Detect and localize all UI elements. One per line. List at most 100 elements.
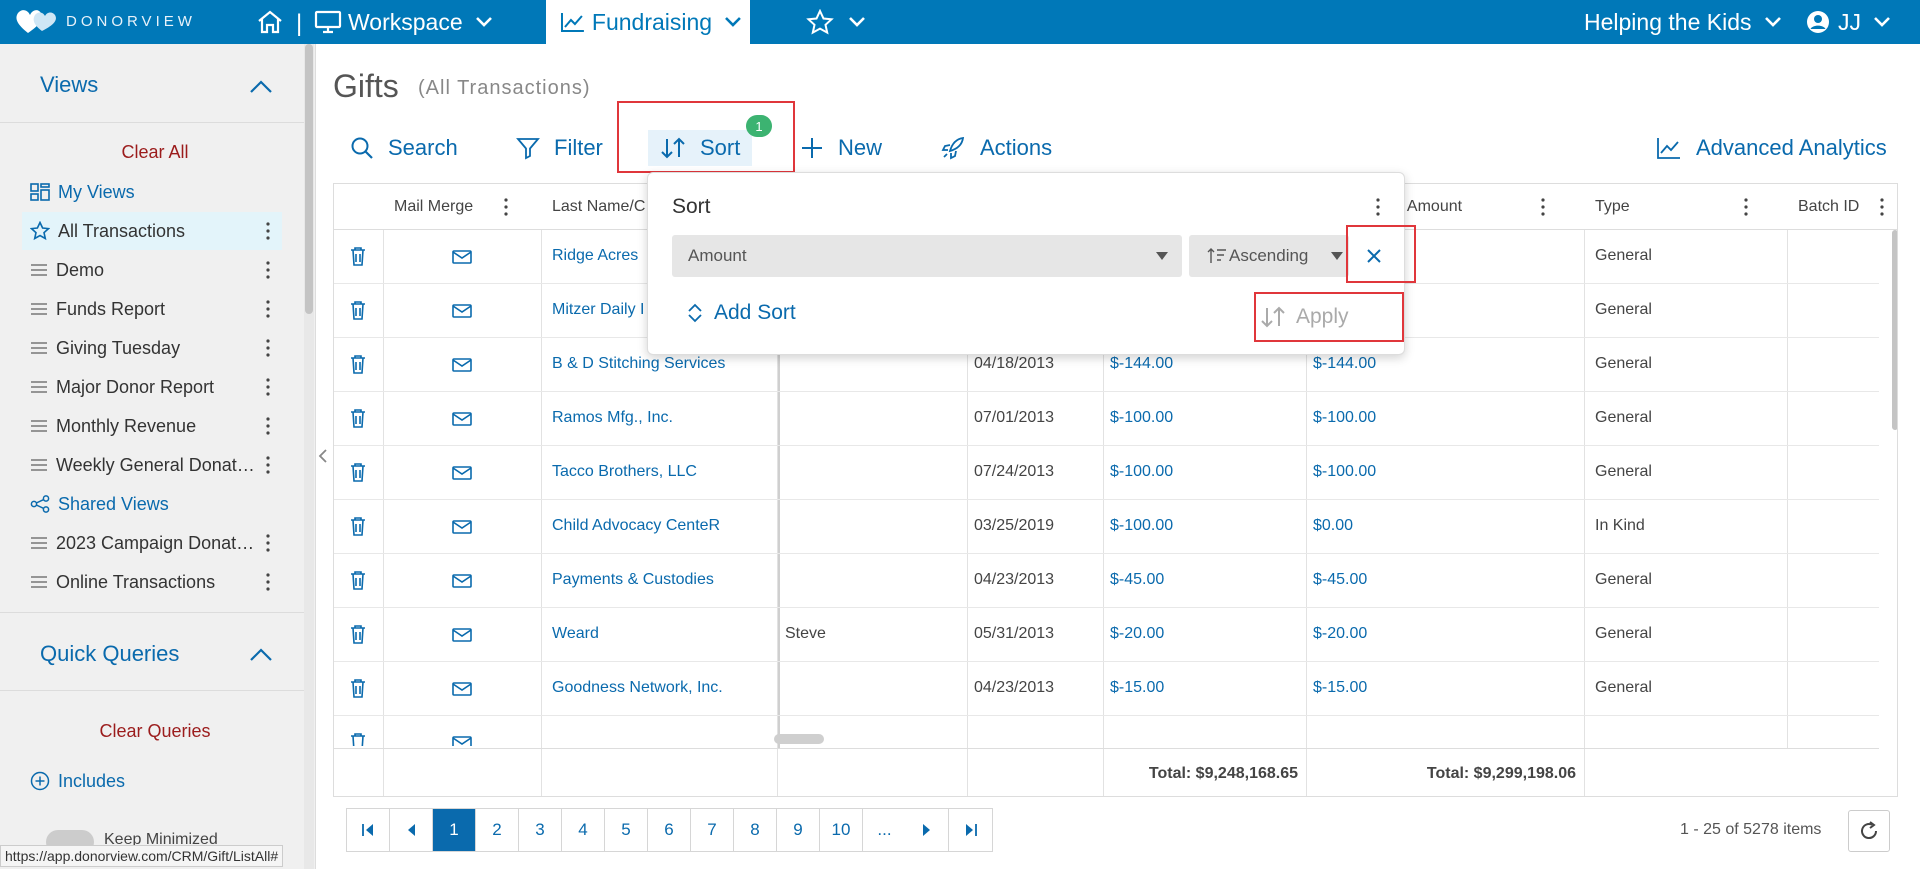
- more-vertical-icon[interactable]: [266, 299, 270, 319]
- advanced-analytics-button[interactable]: Advanced Analytics: [1656, 130, 1887, 166]
- cell-last-name[interactable]: Weard: [552, 625, 599, 642]
- mail-icon[interactable]: [452, 628, 472, 642]
- more-vertical-icon[interactable]: [266, 260, 270, 280]
- new-button[interactable]: New: [800, 130, 882, 166]
- trash-icon[interactable]: [349, 354, 367, 374]
- page-number-button[interactable]: 8: [734, 809, 777, 851]
- trash-icon[interactable]: [349, 408, 367, 428]
- cell-net-amount[interactable]: $-100.00: [1313, 409, 1377, 426]
- sidebar-item-monthly-revenue[interactable]: Monthly Revenue: [22, 407, 282, 445]
- grid-vertical-scrollbar[interactable]: [1892, 230, 1897, 430]
- mail-merge-button[interactable]: [452, 304, 472, 318]
- last-page-button[interactable]: [949, 809, 992, 851]
- table-row[interactable]: B & D Stitching Services 04/18/2013 $-144.…: [334, 338, 1879, 392]
- mail-icon[interactable]: [452, 520, 472, 534]
- user-menu[interactable]: JJ: [1806, 0, 1899, 44]
- trash-icon[interactable]: [349, 300, 367, 320]
- table-row[interactable]: Ramos Mfg., Inc. 07/01/2013 $-100.00 $-100.…: [334, 392, 1879, 446]
- sidebar-item-funds-report[interactable]: Funds Report: [22, 290, 282, 328]
- header-batch-id[interactable]: Batch ID: [1798, 198, 1860, 215]
- more-vertical-icon[interactable]: [266, 377, 270, 397]
- column-menu-icon[interactable]: [1744, 197, 1748, 217]
- organization-menu[interactable]: Helping the Kids: [1584, 0, 1790, 44]
- cell-amount[interactable]: $-20.00: [1110, 625, 1165, 642]
- mail-icon[interactable]: [452, 466, 472, 480]
- page-number-button[interactable]: 10: [820, 809, 863, 851]
- sort-order-select[interactable]: Ascending: [1189, 235, 1349, 277]
- delete-row-button[interactable]: [349, 300, 367, 320]
- cell-last-name[interactable]: Tacco Brothers, LLC: [552, 463, 697, 480]
- sidebar-item-all-transactions[interactable]: All Transactions: [22, 212, 282, 250]
- column-menu-icon[interactable]: [1541, 197, 1545, 217]
- trash-icon[interactable]: [349, 246, 367, 266]
- sort-button[interactable]: Sort: [648, 130, 753, 166]
- table-row[interactable]: Child Advocacy CenteR 03/25/2019 $-100.00 $…: [334, 500, 1879, 554]
- table-row[interactable]: Payments & Custodies 04/23/2013 $-45.00 $-4…: [334, 554, 1879, 608]
- sidebar-item-2023-campaign-donations[interactable]: 2023 Campaign Donations: [22, 524, 282, 562]
- column-menu-icon[interactable]: [1880, 197, 1884, 217]
- cell-last-name[interactable]: B & D Stitching Services: [552, 355, 726, 372]
- clear-all-link[interactable]: Clear All: [121, 142, 189, 162]
- table-row[interactable]: Weard Steve 05/31/2013 $-20.00 $-20.00 Genera…: [334, 608, 1879, 662]
- trash-icon[interactable]: [349, 570, 367, 590]
- sort-field-select[interactable]: Amount: [672, 235, 1182, 277]
- trash-icon[interactable]: [349, 624, 367, 644]
- trash-icon[interactable]: [349, 462, 367, 482]
- search-button[interactable]: Search: [350, 130, 458, 166]
- header-last-name[interactable]: Last Name/C: [552, 198, 646, 215]
- page-number-button[interactable]: 5: [605, 809, 648, 851]
- sidebar-item-my-views[interactable]: My Views: [22, 173, 282, 211]
- donorview-logo[interactable]: DONORVIEW: [14, 7, 196, 35]
- more-vertical-icon[interactable]: [266, 455, 270, 475]
- chevron-up-icon[interactable]: [248, 78, 274, 96]
- mail-merge-button[interactable]: [452, 520, 472, 534]
- sidebar-item-shared-views[interactable]: Shared Views: [22, 485, 282, 523]
- header-type[interactable]: Type: [1595, 198, 1630, 215]
- mail-icon[interactable]: [452, 736, 472, 746]
- workspace-menu[interactable]: Workspace: [314, 0, 501, 44]
- filter-button[interactable]: Filter: [516, 130, 603, 166]
- cell-amount[interactable]: $-144.00: [1110, 355, 1174, 372]
- cell-net-amount[interactable]: $-15.00: [1313, 679, 1368, 696]
- mail-merge-button[interactable]: [452, 682, 472, 696]
- mail-icon[interactable]: [452, 358, 472, 372]
- sidebar-item-major-donor-report[interactable]: Major Donor Report: [22, 368, 282, 406]
- page-number-button[interactable]: 2: [476, 809, 519, 851]
- actions-button[interactable]: Actions: [940, 130, 1052, 166]
- chevron-up-icon[interactable]: [248, 646, 274, 664]
- remove-sort-button[interactable]: [1354, 235, 1394, 277]
- sidebar-item-online-transactions[interactable]: Online Transactions: [22, 563, 282, 601]
- delete-row-button[interactable]: [349, 624, 367, 644]
- cell-last-name[interactable]: Ridge Acres: [552, 247, 639, 264]
- sidebar-item-weekly-general-donations[interactable]: Weekly General Donations: [22, 446, 282, 484]
- next-page-button[interactable]: [906, 809, 949, 851]
- cell-net-amount[interactable]: $-100.00: [1313, 463, 1377, 480]
- mail-merge-button[interactable]: [452, 628, 472, 642]
- mail-merge-button[interactable]: [452, 250, 472, 264]
- cell-net-amount[interactable]: $-20.00: [1313, 625, 1368, 642]
- delete-row-button[interactable]: [349, 354, 367, 374]
- first-page-button[interactable]: [347, 809, 390, 851]
- column-menu-icon[interactable]: [504, 197, 508, 217]
- cell-last-name[interactable]: Goodness Network, Inc.: [552, 679, 723, 696]
- delete-row-button[interactable]: [349, 408, 367, 428]
- mail-icon[interactable]: [452, 304, 472, 318]
- mail-icon[interactable]: [452, 574, 472, 588]
- delete-row-button[interactable]: [349, 678, 367, 698]
- table-row[interactable]: Tacco Brothers, LLC 07/24/2013 $-100.00 $-1…: [334, 446, 1879, 500]
- more-vertical-icon[interactable]: [266, 533, 270, 553]
- cell-amount[interactable]: $-100.00: [1110, 463, 1174, 480]
- sidebar-scrollbar[interactable]: [304, 44, 314, 869]
- cell-last-name[interactable]: Payments & Custodies: [552, 571, 714, 588]
- sidebar-item-giving-tuesday[interactable]: Giving Tuesday: [22, 329, 282, 367]
- more-vertical-icon[interactable]: [266, 572, 270, 592]
- apply-sort-button[interactable]: Apply: [1260, 297, 1349, 337]
- cell-last-name[interactable]: Mitzer Daily I: [552, 301, 645, 318]
- more-vertical-icon[interactable]: [266, 416, 270, 436]
- sidebar-item-demo[interactable]: Demo: [22, 251, 282, 289]
- horizontal-scroll-handle[interactable]: [774, 734, 824, 744]
- refresh-button[interactable]: [1848, 810, 1890, 852]
- cell-net-amount[interactable]: $0.00: [1313, 517, 1354, 534]
- mail-icon[interactable]: [452, 250, 472, 264]
- trash-icon[interactable]: [349, 516, 367, 536]
